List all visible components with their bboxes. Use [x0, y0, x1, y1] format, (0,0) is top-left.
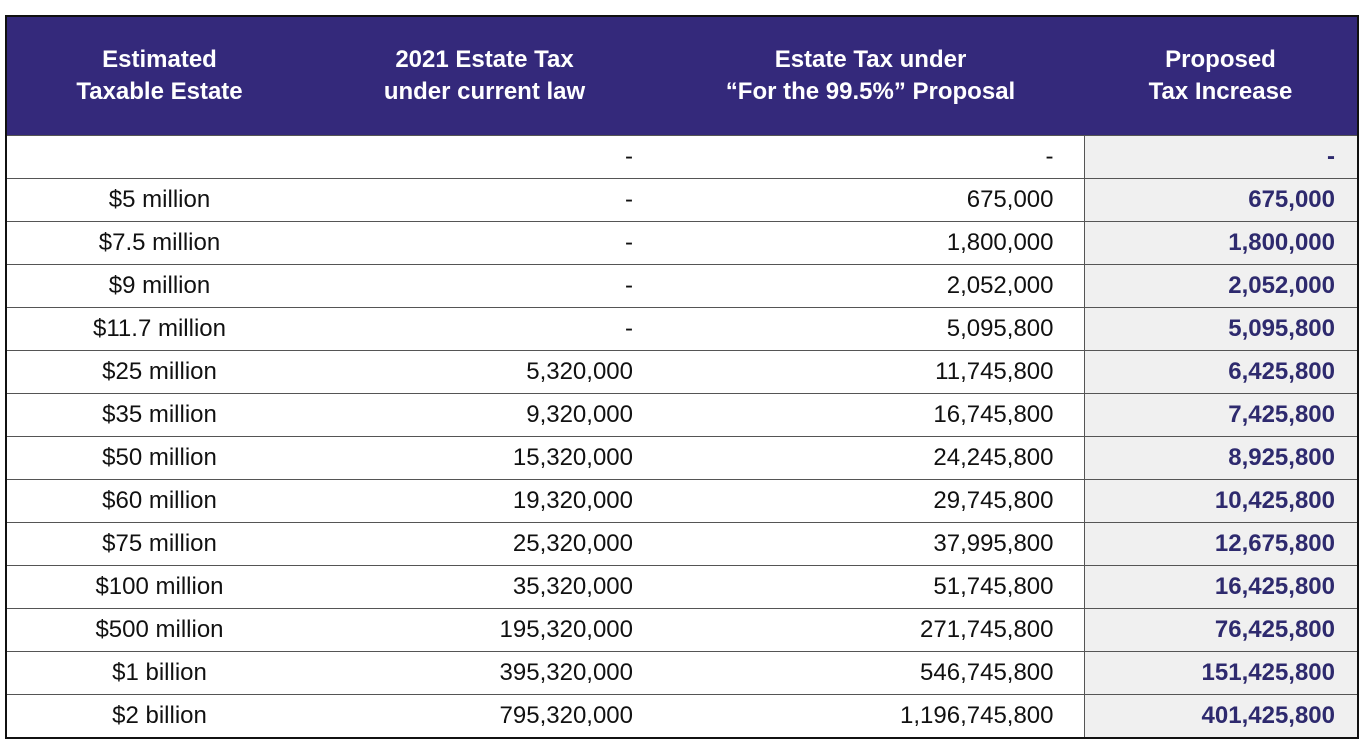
proposal-tax-cell: 546,745,800 — [657, 651, 1085, 695]
header-line: Tax Increase — [1148, 78, 1293, 105]
current-law-tax-cell: 35,320,000 — [312, 565, 657, 609]
current-law-tax-cell: - — [312, 221, 657, 265]
table-row: $60 million 19,320,000 29,745,800 10,425,80… — [6, 479, 1358, 523]
proposal-tax-cell: 51,745,800 — [657, 565, 1085, 609]
header-line: Estimated — [102, 46, 217, 73]
header-increase: Proposed Tax Increase — [1084, 16, 1358, 136]
proposal-tax-cell: 2,052,000 — [657, 264, 1085, 308]
proposal-tax-cell: 1,196,745,800 — [657, 694, 1085, 738]
header-current-law: 2021 Estate Tax under current law — [312, 16, 657, 136]
tax-increase-cell: 2,052,000 — [1084, 264, 1358, 308]
tax-increase-cell: 10,425,800 — [1084, 479, 1358, 523]
tax-increase-cell: 7,425,800 — [1084, 393, 1358, 437]
table-row: $5 million -675,000 675,000 — [6, 178, 1358, 222]
tax-increase-cell: 675,000 — [1084, 178, 1358, 222]
taxable-estate-cell: $500 million — [6, 608, 312, 652]
tax-increase-cell: 5,095,800 — [1084, 307, 1358, 351]
header-taxable-estate: Estimated Taxable Estate — [6, 16, 312, 136]
header-line: under current law — [383, 78, 586, 105]
current-law-tax-cell: - — [312, 264, 657, 308]
header-line: Proposed — [1165, 46, 1276, 73]
tax-increase-cell: 16,425,800 — [1084, 565, 1358, 609]
table-row: $50 million 15,320,000 24,245,800 8,925,800 — [6, 436, 1358, 480]
taxable-estate-cell: $60 million — [6, 479, 312, 523]
header-row: Estimated Taxable Estate 2021 Estate Tax u… — [6, 16, 1358, 136]
current-law-tax-cell: 9,320,000 — [312, 393, 657, 437]
table-row: $35 million 9,320,000 16,745,800 7,425,800 — [6, 393, 1358, 437]
tax-increase-cell: 151,425,800 — [1084, 651, 1358, 695]
taxable-estate-cell — [6, 135, 312, 179]
table-row: $1 billion 395,320,000 546,745,800 151,425,… — [6, 651, 1358, 695]
header-proposal: Estate Tax under “For the 99.5%” Proposal — [657, 16, 1084, 136]
tax-increase-cell: 401,425,800 — [1084, 694, 1358, 738]
taxable-estate-cell: $50 million — [6, 436, 312, 480]
taxable-estate-cell: $35 million — [6, 393, 312, 437]
table-row: --- — [6, 135, 1358, 179]
table-row: $11.7 million -5,095,800 5,095,800 — [6, 307, 1358, 351]
table-row: $100 million 35,320,000 51,745,800 16,425,8… — [6, 565, 1358, 609]
tax-increase-cell: 6,425,800 — [1084, 350, 1358, 394]
tax-increase-cell: 12,675,800 — [1084, 522, 1358, 566]
current-law-tax-cell: - — [312, 135, 657, 179]
current-law-tax-cell: - — [312, 307, 657, 351]
current-law-tax-cell: 395,320,000 — [312, 651, 657, 695]
current-law-tax-cell: 795,320,000 — [312, 694, 657, 738]
header-line: Estate Tax under — [774, 46, 967, 73]
taxable-estate-cell: $1 billion — [6, 651, 312, 695]
taxable-estate-cell: $75 million — [6, 522, 312, 566]
table-row: $25 million 5,320,000 11,745,800 6,425,800 — [6, 350, 1358, 394]
proposal-tax-cell: - — [657, 135, 1085, 179]
header-line: Taxable Estate — [76, 78, 243, 105]
table-row: $75 million 25,320,000 37,995,800 12,675,80… — [6, 522, 1358, 566]
proposal-tax-cell: 271,745,800 — [657, 608, 1085, 652]
proposal-tax-cell: 37,995,800 — [657, 522, 1085, 566]
proposal-tax-cell: 24,245,800 — [657, 436, 1085, 480]
tax-increase-cell: - — [1084, 135, 1358, 179]
proposal-tax-cell: 16,745,800 — [657, 393, 1085, 437]
taxable-estate-cell: $9 million — [6, 264, 312, 308]
header-line: “For the 99.5%” Proposal — [725, 78, 1016, 105]
tax-increase-cell: 8,925,800 — [1084, 436, 1358, 480]
estate-tax-table: Estimated Taxable Estate 2021 Estate Tax u… — [5, 15, 1359, 739]
table-row: $7.5 million -1,800,000 1,800,000 — [6, 221, 1358, 265]
taxable-estate-cell: $25 million — [6, 350, 312, 394]
current-law-tax-cell: 19,320,000 — [312, 479, 657, 523]
table-row: $500 million 195,320,000 271,745,800 76,425… — [6, 608, 1358, 652]
proposal-tax-cell: 29,745,800 — [657, 479, 1085, 523]
taxable-estate-cell: $7.5 million — [6, 221, 312, 265]
tax-increase-cell: 1,800,000 — [1084, 221, 1358, 265]
taxable-estate-cell: $100 million — [6, 565, 312, 609]
tax-increase-cell: 76,425,800 — [1084, 608, 1358, 652]
table-row: $2 billion 795,320,000 1,196,745,800 401,42… — [6, 694, 1358, 738]
proposal-tax-cell: 5,095,800 — [657, 307, 1085, 351]
table-row: $9 million -2,052,000 2,052,000 — [6, 264, 1358, 308]
taxable-estate-cell: $11.7 million — [6, 307, 312, 351]
taxable-estate-cell: $2 billion — [6, 694, 312, 738]
proposal-tax-cell: 675,000 — [657, 178, 1085, 222]
proposal-tax-cell: 11,745,800 — [657, 350, 1085, 394]
proposal-tax-cell: 1,800,000 — [657, 221, 1085, 265]
current-law-tax-cell: 5,320,000 — [312, 350, 657, 394]
taxable-estate-cell: $5 million — [6, 178, 312, 222]
current-law-tax-cell: 25,320,000 — [312, 522, 657, 566]
header-line: 2021 Estate Tax — [395, 46, 574, 73]
current-law-tax-cell: - — [312, 178, 657, 222]
current-law-tax-cell: 195,320,000 — [312, 608, 657, 652]
current-law-tax-cell: 15,320,000 — [312, 436, 657, 480]
